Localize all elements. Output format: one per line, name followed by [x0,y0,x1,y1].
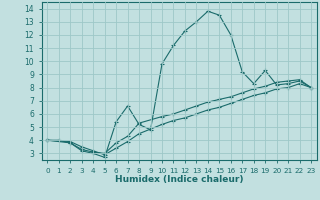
X-axis label: Humidex (Indice chaleur): Humidex (Indice chaleur) [115,175,244,184]
